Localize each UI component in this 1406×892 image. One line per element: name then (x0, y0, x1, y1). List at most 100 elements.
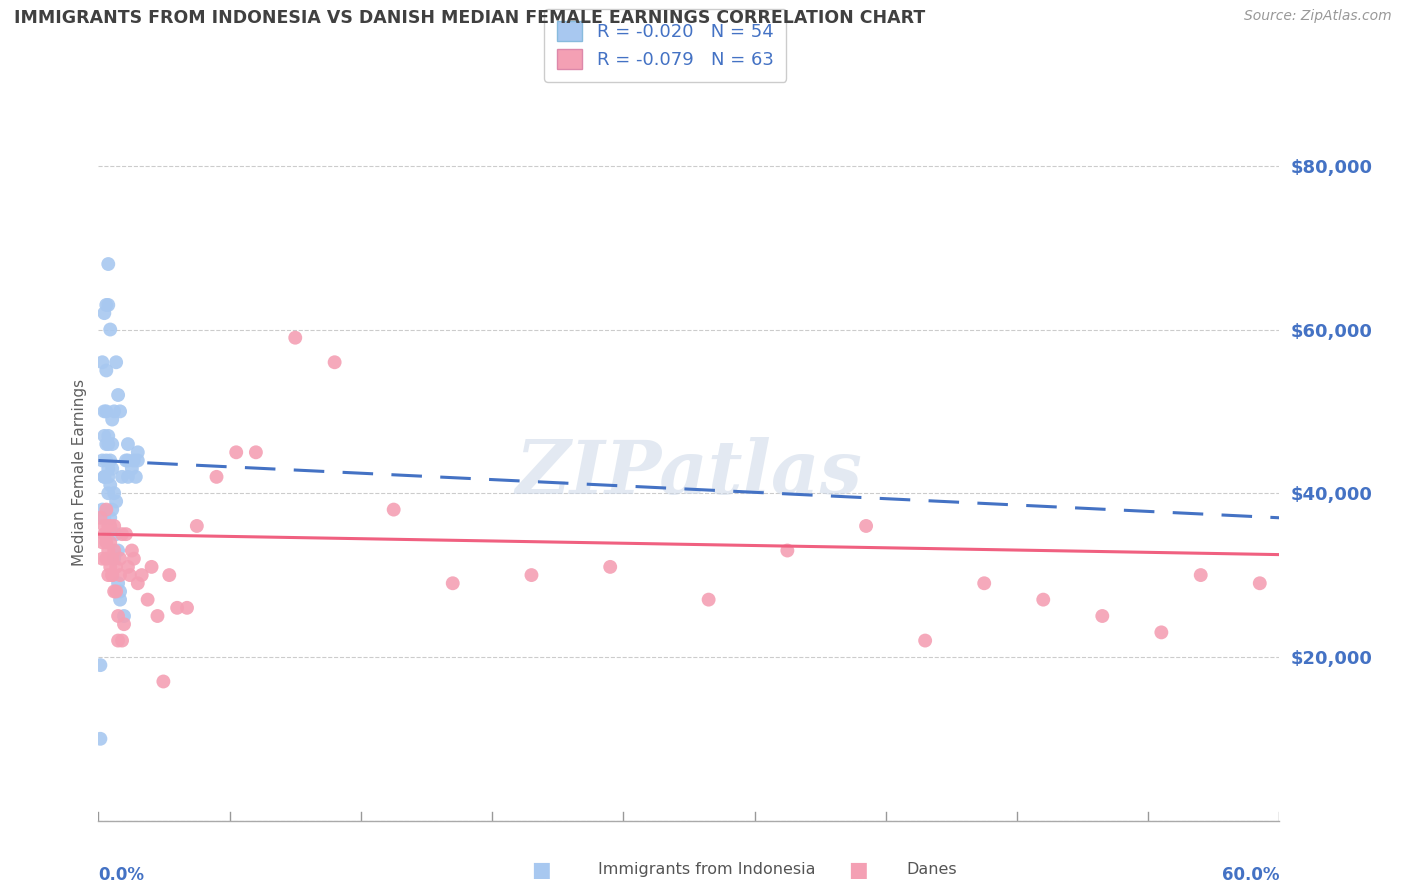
Point (96, 404, 118, 418)
Point (93, 527, 115, 541)
Point (186, 519, 208, 533)
Point (93, 306, 115, 320)
Point (96, 363, 118, 377)
Point (103, 551, 125, 566)
Text: Immigrants from Indonesia: Immigrants from Indonesia (598, 863, 815, 877)
Point (93, 470, 115, 484)
Point (98, 535, 121, 549)
Point (127, 576, 149, 591)
Point (101, 461, 124, 475)
Point (245, 445, 267, 459)
Point (96, 298, 118, 312)
Point (127, 453, 149, 467)
Point (136, 592, 159, 607)
Point (855, 519, 877, 533)
Point (105, 560, 128, 574)
Point (101, 502, 124, 516)
Point (914, 633, 936, 648)
Point (96, 502, 118, 516)
Point (166, 600, 188, 615)
Point (98, 453, 121, 467)
Point (93, 404, 115, 418)
Point (152, 674, 174, 689)
Point (105, 355, 128, 369)
Point (89, 658, 111, 673)
Point (697, 592, 720, 607)
Point (105, 494, 128, 508)
Point (117, 560, 139, 574)
Point (225, 445, 247, 459)
Point (91, 502, 114, 516)
Point (1032, 592, 1054, 607)
Point (121, 543, 143, 558)
Point (205, 470, 228, 484)
Point (97, 519, 120, 533)
Point (115, 527, 138, 541)
Point (111, 633, 134, 648)
Point (103, 584, 125, 599)
Point (108, 568, 131, 582)
Point (117, 453, 139, 467)
Point (131, 568, 153, 582)
Point (101, 412, 124, 426)
Point (599, 560, 621, 574)
Text: ■: ■ (531, 860, 551, 880)
Point (97, 461, 120, 475)
Point (121, 461, 143, 475)
Point (382, 502, 405, 516)
Point (101, 568, 124, 582)
Point (103, 543, 125, 558)
Text: ■: ■ (848, 860, 868, 880)
Point (101, 568, 124, 582)
Point (98, 322, 121, 336)
Point (103, 519, 125, 533)
Point (96, 453, 118, 467)
Point (141, 560, 163, 574)
Point (97, 429, 120, 443)
Point (96, 551, 118, 566)
Point (520, 568, 543, 582)
Point (1150, 625, 1173, 640)
Point (97, 568, 120, 582)
Point (103, 404, 125, 418)
Point (284, 331, 307, 345)
Point (98, 560, 121, 574)
Point (97, 470, 120, 484)
Point (111, 527, 134, 541)
Point (107, 576, 129, 591)
Point (125, 470, 148, 484)
Point (91, 453, 114, 467)
Point (776, 543, 799, 558)
Point (98, 510, 121, 524)
Text: 0.0%: 0.0% (98, 865, 145, 884)
Text: 60.0%: 60.0% (1222, 865, 1279, 884)
Point (176, 600, 198, 615)
Point (103, 486, 125, 500)
Point (97, 486, 120, 500)
Point (101, 551, 124, 566)
Point (157, 568, 180, 582)
Point (89, 731, 111, 746)
Point (1189, 568, 1212, 582)
Point (96, 535, 118, 549)
Point (101, 437, 124, 451)
Point (118, 568, 141, 582)
Point (93, 519, 115, 533)
Legend: R = -0.020   N = 54, R = -0.079   N = 63: R = -0.020 N = 54, R = -0.079 N = 63 (544, 9, 786, 82)
Point (441, 576, 464, 591)
Point (1249, 576, 1271, 591)
Point (93, 470, 115, 484)
Point (89, 510, 111, 524)
Point (122, 453, 145, 467)
Point (111, 470, 134, 484)
Point (97, 437, 120, 451)
Point (973, 576, 995, 591)
Text: ZIPatlas: ZIPatlas (516, 436, 862, 509)
Point (105, 527, 128, 541)
Point (112, 617, 135, 632)
Text: Source: ZipAtlas.com: Source: ZipAtlas.com (1244, 9, 1392, 23)
Point (107, 633, 129, 648)
Point (96, 437, 118, 451)
Point (107, 388, 129, 402)
Point (105, 584, 128, 599)
